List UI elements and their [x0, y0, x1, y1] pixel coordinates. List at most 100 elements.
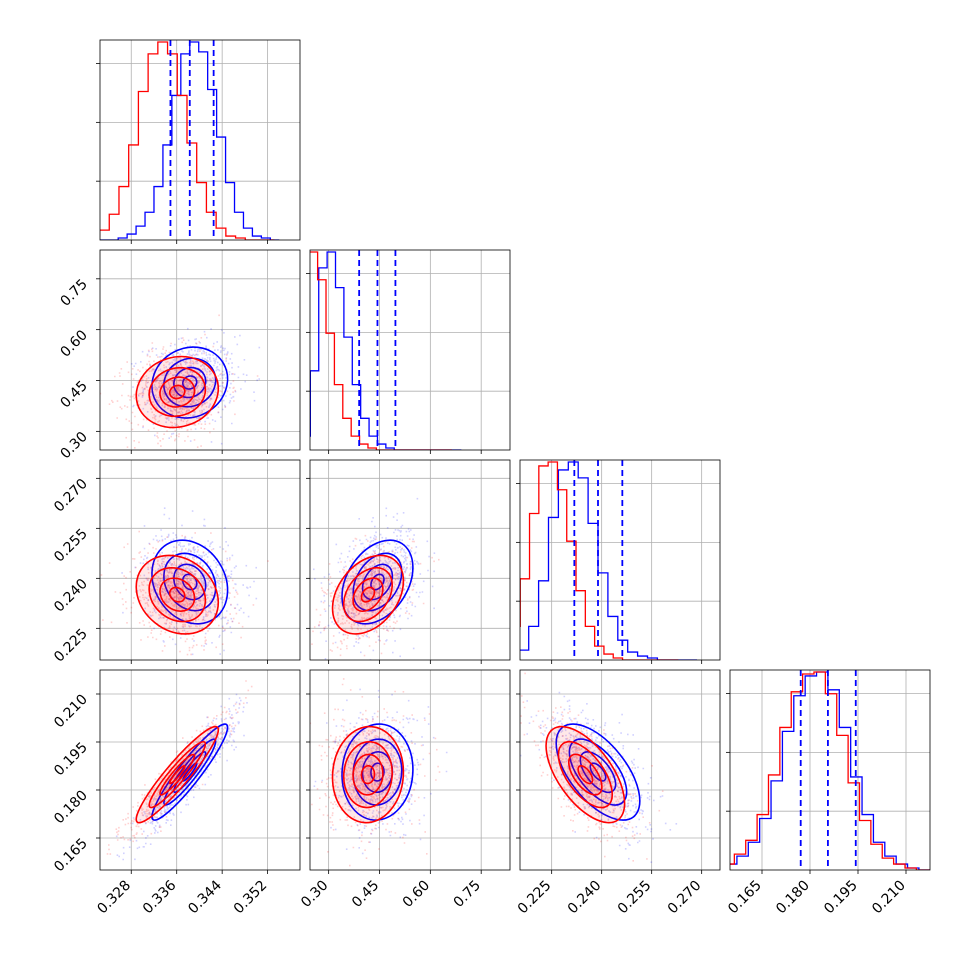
density-fill-0: [546, 726, 625, 823]
contour-0-3: [151, 723, 229, 821]
density-fill-2: [353, 578, 383, 612]
contour-1-2: [557, 740, 613, 809]
contour-1-0: [168, 586, 186, 603]
contour-0-3: [341, 723, 414, 821]
x-tick-label-1-0: 0.30: [298, 878, 331, 911]
panel-3-2: 0.225 0.240 0.255 0.270: [515, 669, 721, 918]
contour-0-1: [173, 563, 207, 601]
x-tick-label-2-3: 0.270: [665, 878, 705, 918]
density-fill-2: [568, 754, 602, 795]
panel-2-2: [516, 459, 721, 664]
x-tick-label-1-2: 0.60: [400, 878, 433, 911]
contour-1-0: [360, 764, 376, 785]
x-tick-label-2-2: 0.255: [615, 878, 655, 918]
y-tick-label-2-1: 0.240: [51, 576, 91, 616]
contour-1-0: [168, 384, 186, 400]
x-tick-label-0-2: 0.344: [185, 877, 225, 917]
y-tick-label-1-3: 0.75: [57, 276, 90, 309]
density-fill-1: [149, 567, 206, 622]
contour-1-1: [159, 376, 196, 408]
panel-frame: [99, 459, 301, 661]
histogram-1: [310, 251, 452, 450]
contour-0-3: [151, 346, 229, 419]
panel-0-0: [96, 39, 301, 244]
histogram-1: [730, 671, 930, 870]
contour-0-2: [568, 738, 628, 806]
density-fill-1: [149, 741, 206, 808]
panel-1-0: 0.30 0.45 0.60 0.75: [57, 249, 301, 462]
x-tick-label-3-2: 0.195: [821, 878, 861, 918]
y-tick-label-2-2: 0.255: [51, 526, 91, 566]
density-fill-1: [343, 741, 393, 808]
contour-0-0: [370, 762, 385, 782]
density-fill-3: [361, 765, 375, 784]
contour-1-2: [148, 567, 207, 623]
x-tick-label-0-3: 0.352: [231, 878, 271, 918]
panel-frame: [309, 669, 511, 871]
histogram-0: [520, 461, 697, 660]
panel-3-0: 0.328 0.336 0.344 0.352 0.165 0.180 0.195 0.210: [51, 669, 301, 918]
density-fill-1: [149, 367, 206, 417]
x-tick-label-2-1: 0.240: [565, 878, 605, 918]
contour-1-1: [159, 753, 196, 796]
scatter-points-1: [100, 314, 259, 449]
panel-2-1: [306, 459, 511, 664]
y-tick-label-3-2: 0.195: [51, 740, 91, 780]
y-tick-label-2-0: 0.225: [51, 626, 91, 666]
panel-frame: [309, 459, 511, 661]
x-tick-label-0-1: 0.336: [140, 877, 180, 917]
contour-0-1: [173, 751, 207, 794]
contour-1-3: [331, 725, 405, 824]
histogram-0: [310, 251, 462, 450]
contour-0-1: [579, 751, 617, 794]
panel-3-1: 0.30 0.45 0.60 0.75: [298, 669, 511, 911]
contour-0-1: [361, 563, 394, 601]
y-tick-label-2-3: 0.270: [51, 476, 91, 516]
y-tick-label-1-2: 0.60: [57, 327, 90, 360]
contour-1-0: [168, 764, 186, 785]
density-fill-1: [558, 741, 613, 808]
x-tick-label-3-3: 0.210: [869, 878, 909, 918]
density-fill-0: [136, 726, 219, 823]
contour-1-0: [577, 764, 594, 785]
density-fill-0: [136, 555, 219, 634]
y-tick-label-3-1: 0.180: [51, 788, 91, 828]
density-fill-0: [332, 555, 404, 634]
contour-1-2: [342, 740, 394, 809]
scatter-points-1: [310, 678, 441, 867]
histogram-1: [100, 41, 275, 240]
y-tick-label-1-1: 0.45: [57, 378, 90, 411]
x-tick-label-1-1: 0.45: [349, 878, 382, 911]
contour-1-2: [342, 567, 394, 623]
contour-1-3: [545, 725, 626, 824]
density-fill-3: [169, 587, 185, 602]
contour-1-3: [135, 554, 220, 635]
panel-1-1: [306, 249, 511, 454]
contour-0-0: [182, 375, 198, 390]
panel-2-0: 0.225 0.240 0.255 0.270: [51, 459, 301, 666]
x-tick-label-0-0: 0.328: [94, 878, 134, 918]
density-fill-3: [578, 765, 593, 784]
contour-1-0: [360, 586, 376, 603]
contour-1-1: [352, 577, 384, 613]
y-tick-label-1-0: 0.30: [57, 429, 90, 462]
contour-1-3: [135, 725, 220, 824]
panel-3-3: 0.165 0.180 0.195 0.210: [725, 669, 931, 918]
contour-0-3: [555, 723, 641, 821]
contour-1-1: [159, 577, 196, 613]
panel-frame: [729, 669, 931, 871]
density-fill-2: [159, 377, 195, 407]
panel-frame: [99, 39, 301, 241]
contour-1-3: [331, 554, 405, 635]
density-fill-2: [159, 754, 195, 795]
x-tick-label-2-0: 0.225: [515, 878, 555, 918]
density-fill-3: [169, 385, 185, 399]
x-tick-label-1-3: 0.75: [451, 878, 484, 911]
histogram-1: [520, 461, 679, 660]
panel-frame: [519, 459, 721, 661]
contour-0-1: [173, 366, 207, 399]
contour-0-2: [352, 552, 403, 612]
density-fill-2: [159, 578, 195, 612]
